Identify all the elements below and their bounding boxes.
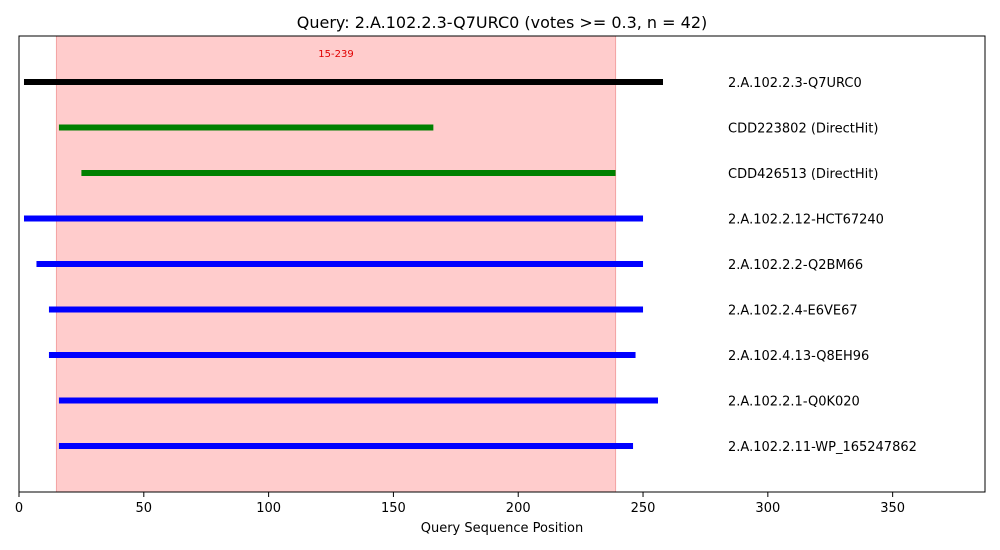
x-tick-label: 100 bbox=[256, 501, 281, 516]
plot-area: 15-239 2.A.102.2.3-Q7URC0 CDD223802 (Direc… bbox=[15, 35, 986, 516]
series-label: 2.A.102.2.2-Q2BM66 bbox=[728, 258, 863, 273]
plot-frame bbox=[18, 35, 986, 493]
series-label: 2.A.102.4.13-Q8EH96 bbox=[728, 349, 869, 364]
x-tick-label: 350 bbox=[880, 501, 905, 516]
x-tick-label: 150 bbox=[381, 501, 406, 516]
x-tick-label: 50 bbox=[136, 501, 153, 516]
x-tick-label: 300 bbox=[755, 501, 780, 516]
x-axis-label: Query Sequence Position bbox=[421, 521, 584, 536]
series-label: CDD223802 (DirectHit) bbox=[728, 122, 878, 137]
series-label: 2.A.102.2.4-E6VE67 bbox=[728, 304, 858, 319]
series-label: 2.A.102.2.12-HCT67240 bbox=[728, 213, 884, 228]
series-label: CDD426513 (DirectHit) bbox=[728, 167, 878, 182]
x-tick-label: 0 bbox=[15, 501, 23, 516]
highlight-region-label: 15-239 bbox=[318, 49, 353, 60]
series-label: 2.A.102.2.11-WP_165247862 bbox=[728, 440, 917, 455]
series-label: 2.A.102.2.3-Q7URC0 bbox=[728, 76, 862, 91]
series-label: 2.A.102.2.1-Q0K020 bbox=[728, 395, 860, 410]
x-tick-label: 200 bbox=[506, 501, 531, 516]
chart-title: Query: 2.A.102.2.3-Q7URC0 (votes >= 0.3,… bbox=[297, 13, 708, 32]
x-tick-label: 250 bbox=[631, 501, 656, 516]
